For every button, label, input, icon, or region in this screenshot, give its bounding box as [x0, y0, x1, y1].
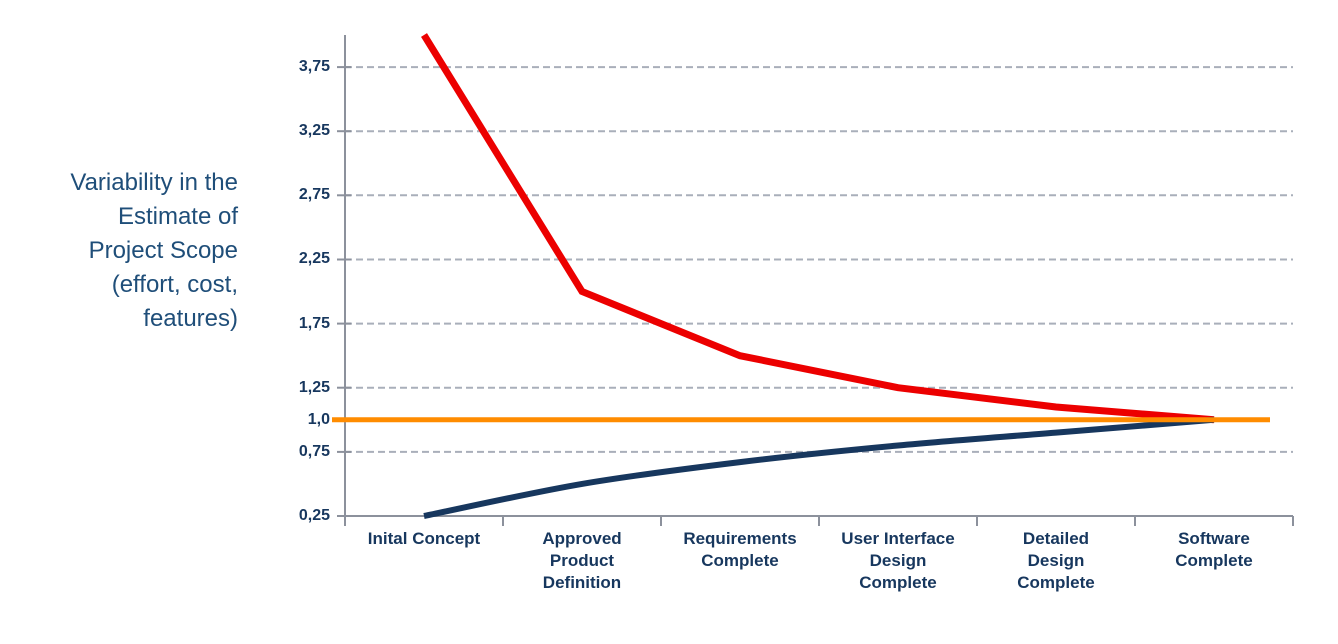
y-tick-label: 0,25 — [298, 507, 330, 524]
y-tick-label: 3,75 — [298, 58, 330, 76]
y-tick-label: 1,0 — [307, 410, 330, 428]
x-category-label: Approved Product Definition — [542, 529, 622, 592]
series-line-lower-estimate-bound — [423, 416, 1215, 519]
series-line-upper-estimate-bound — [421, 33, 1215, 424]
x-category-label: Inital Concept — [367, 529, 481, 548]
y-tick-label: 3,25 — [298, 122, 330, 140]
y-tick-label: 2,25 — [298, 250, 330, 268]
x-category-label: Detailed Design Complete — [1017, 529, 1095, 592]
y-tick-label: 1,75 — [298, 314, 330, 332]
y-tick-label: 2,75 — [298, 186, 330, 204]
x-category-label: Requirements Complete — [683, 529, 797, 570]
x-category-label: Software Complete — [1175, 529, 1253, 570]
y-axis-title: Variability in the Estimate of Project S… — [70, 169, 238, 332]
y-tick-label: 0,75 — [298, 442, 330, 460]
y-tick-label: 1,25 — [298, 378, 330, 396]
x-category-label: User Interface Design Complete — [841, 529, 955, 592]
